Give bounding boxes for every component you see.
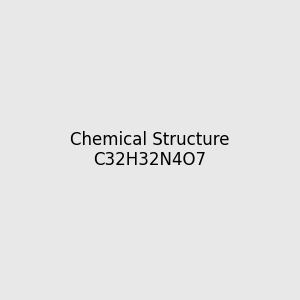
Text: Chemical Structure
C32H32N4O7: Chemical Structure C32H32N4O7 xyxy=(70,130,230,170)
